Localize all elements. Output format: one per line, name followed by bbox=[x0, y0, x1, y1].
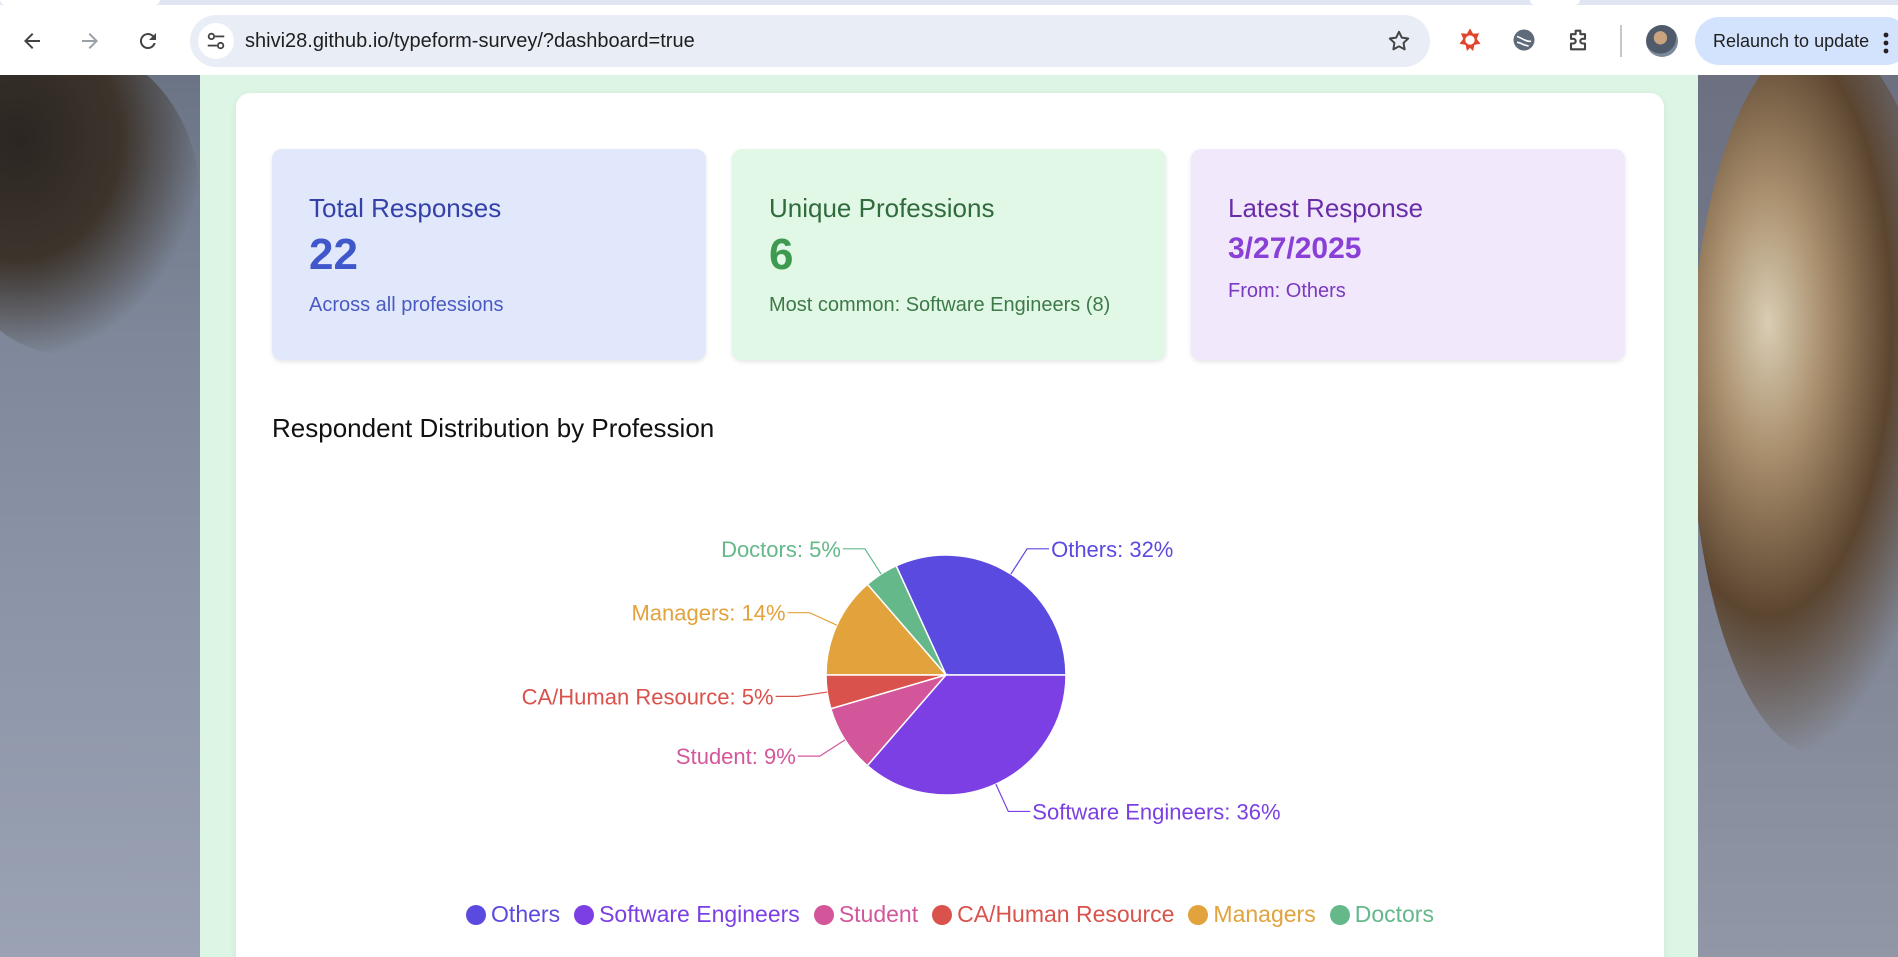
legend-dot bbox=[574, 904, 595, 925]
forward-button[interactable] bbox=[72, 23, 108, 59]
pie-label: Student: 9% bbox=[676, 744, 796, 769]
legend-item[interactable]: Managers bbox=[1188, 901, 1316, 928]
dashboard-card: Total Responses 22 Across all profession… bbox=[236, 93, 1664, 957]
legend-label: Others bbox=[491, 901, 561, 927]
kebab-menu-icon bbox=[1883, 32, 1889, 54]
latest-response-date: 3/27/2025 bbox=[1228, 232, 1362, 265]
site-info-button[interactable] bbox=[198, 23, 234, 59]
toolbar-divider bbox=[1620, 25, 1622, 57]
total-responses-value: 22 bbox=[309, 230, 358, 279]
star-icon bbox=[1388, 30, 1410, 51]
legend-item[interactable]: CA/Human Resource bbox=[932, 901, 1174, 928]
legend-label: Software Engineers bbox=[599, 901, 800, 927]
profile-avatar[interactable] bbox=[1646, 25, 1678, 57]
legend-item[interactable]: Doctors bbox=[1329, 901, 1434, 928]
chart-section-title: Respondent Distribution by Profession bbox=[272, 413, 715, 443]
pie-slice-managers[interactable] bbox=[825, 583, 948, 676]
browser-menu-button[interactable] bbox=[1882, 31, 1890, 60]
total-responses-title: Total Responses bbox=[309, 193, 502, 223]
latest-response-title: Latest Response bbox=[1228, 193, 1424, 223]
legend-dot bbox=[1329, 904, 1350, 925]
page-viewport[interactable]: Total Responses 22 Across all profession… bbox=[0, 75, 1898, 957]
total-responses-card: Total Responses 22 Across all profession… bbox=[272, 149, 706, 360]
pie-chart: Others: 32% Doctors: 5% Managers: 14% CA/Hu… bbox=[522, 537, 1281, 825]
legend-item[interactable]: Others bbox=[466, 901, 560, 928]
total-responses-subtitle: Across all professions bbox=[309, 294, 504, 316]
grammarly-extension-icon bbox=[1459, 28, 1481, 51]
back-button[interactable] bbox=[14, 23, 50, 59]
legend-dot bbox=[1188, 904, 1209, 925]
address-bar[interactable]: shivi28.github.io/typeform-survey/?dashb… bbox=[190, 15, 1430, 67]
forward-arrow-icon bbox=[82, 33, 98, 49]
pie-leader-line bbox=[1010, 548, 1050, 575]
latest-response-card: Latest Response 3/27/2025 From: Others bbox=[1191, 149, 1625, 360]
tab-edge bbox=[1530, 0, 1580, 5]
pie-leader-line bbox=[995, 783, 1031, 813]
dashboard-container: Total Responses 22 Across all profession… bbox=[200, 75, 1698, 957]
relaunch-to-update-button[interactable]: Relaunch to update bbox=[1695, 17, 1898, 65]
pie-slice-others[interactable] bbox=[895, 554, 1067, 676]
pie-leader-line bbox=[797, 739, 846, 757]
pie-label: Others: 32% bbox=[1051, 537, 1173, 562]
back-arrow-icon bbox=[24, 33, 40, 49]
tab-edge bbox=[0, 0, 160, 5]
pie-leader-line bbox=[775, 691, 828, 697]
legend-dot bbox=[932, 904, 953, 925]
unique-professions-value: 6 bbox=[769, 230, 794, 279]
unique-professions-subtitle: Most common: Software Engineers (8) bbox=[769, 294, 1111, 316]
unique-professions-card: Unique Professions 6 Most common: Softwa… bbox=[732, 149, 1166, 360]
legend-item[interactable]: Software Engineers bbox=[574, 901, 800, 928]
pie-label: CA/Human Resource: 5% bbox=[522, 684, 774, 709]
pie-slice-software-engineers[interactable] bbox=[866, 674, 1067, 796]
tune-icon bbox=[207, 32, 225, 50]
legend-item[interactable]: Student bbox=[813, 901, 919, 928]
extension-grammarly-button[interactable] bbox=[1456, 26, 1484, 59]
legend-label: CA/Human Resource bbox=[957, 901, 1175, 927]
pie-leader-line bbox=[787, 612, 838, 626]
url-text: shivi28.github.io/typeform-survey/?dashb… bbox=[245, 30, 695, 52]
bookmark-star-button[interactable] bbox=[1386, 28, 1412, 59]
extension-button-2[interactable] bbox=[1510, 26, 1538, 59]
legend-label: Doctors bbox=[1354, 901, 1434, 927]
legend-dot bbox=[813, 904, 834, 925]
reload-button[interactable] bbox=[130, 23, 166, 59]
legend-label: Managers bbox=[1213, 901, 1316, 927]
chart-legend: Others Software Engineers Student CA/Human … bbox=[236, 901, 1664, 928]
pie-label: Software Engineers: 36% bbox=[1032, 799, 1280, 824]
puzzle-icon bbox=[1569, 29, 1587, 51]
legend-dot bbox=[466, 904, 487, 925]
latest-response-subtitle: From: Others bbox=[1228, 280, 1346, 302]
pie-leader-line bbox=[842, 548, 882, 575]
extension-globe-icon bbox=[1513, 29, 1535, 51]
unique-professions-title: Unique Professions bbox=[769, 193, 995, 223]
reload-icon bbox=[139, 33, 156, 50]
background-bird-wing-right bbox=[1690, 75, 1898, 755]
legend-label: Student bbox=[838, 901, 919, 927]
pie-label: Doctors: 5% bbox=[721, 537, 841, 562]
tab-strip bbox=[0, 0, 1898, 5]
extensions-menu-button[interactable] bbox=[1564, 26, 1592, 59]
browser-toolbar: shivi28.github.io/typeform-survey/?dashb… bbox=[0, 5, 1898, 75]
pie-label: Managers: 14% bbox=[631, 601, 785, 626]
